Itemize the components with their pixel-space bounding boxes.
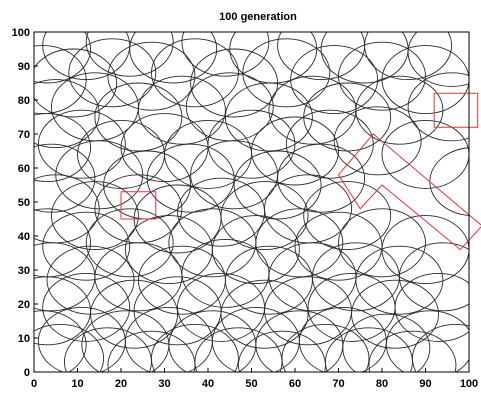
x-tick-label: 80: [376, 378, 388, 390]
coverage-circle: [277, 143, 366, 213]
coverage-circle: [137, 75, 226, 145]
obstacle-rectangle: [433, 92, 479, 128]
y-tick-label: 70: [18, 129, 30, 141]
y-axis: 0 10 20 30 40 50 60 70 80 90 100: [12, 27, 38, 379]
coverage-circle: [151, 323, 239, 372]
coverage-circle: [285, 109, 374, 179]
coverage-circle: [381, 45, 469, 115]
coverage-circle: [407, 32, 469, 87]
obstacle-polygon: [337, 133, 481, 251]
y-tick-label: 60: [18, 163, 30, 175]
coverage-circle: [368, 330, 457, 372]
coverage-circle: [85, 32, 174, 77]
coverage-circle: [37, 109, 126, 179]
coverage-circle: [303, 181, 392, 251]
coverage-circle: [150, 38, 239, 108]
coverage-circle: [34, 113, 91, 183]
coverage-circle: [351, 279, 439, 349]
coverage-circle: [385, 310, 469, 372]
plot-area: [34, 32, 481, 372]
y-tick-label: 20: [18, 299, 30, 311]
x-tick-label: 10: [71, 378, 83, 390]
x-tick-label: 0: [31, 378, 37, 390]
x-tick-label: 20: [115, 378, 127, 390]
obstacles-layer: [120, 92, 481, 251]
x-tick-label: 100: [460, 378, 478, 390]
x-tick-label: 70: [332, 378, 344, 390]
coverage-circle: [398, 242, 469, 312]
circles-layer: [34, 32, 469, 372]
coverage-circle: [412, 323, 469, 372]
coverage-circle: [129, 32, 218, 84]
coverage-circle: [94, 82, 183, 152]
coverage-circle: [338, 41, 426, 111]
x-tick-label: 50: [245, 378, 257, 390]
coverage-circle: [34, 310, 87, 372]
y-tick-label: 90: [18, 61, 30, 73]
coverage-circle: [34, 48, 118, 118]
coverage-circle: [407, 72, 469, 142]
coverage-circle: [355, 75, 444, 145]
coverage-circle: [242, 38, 331, 108]
coverage-circle: [85, 208, 174, 278]
coverage-circle: [50, 181, 139, 251]
coverage-circle: [190, 48, 279, 118]
coverage-circle: [90, 279, 179, 349]
coverage-circle: [107, 41, 196, 111]
coverage-circle: [251, 116, 339, 186]
coverage-circle: [34, 79, 100, 149]
obstacle-rectangle: [120, 191, 157, 220]
coverage-circle: [342, 313, 431, 372]
coverage-circle: [281, 323, 370, 372]
coverage-circle: [220, 279, 309, 349]
coverage-circle: [211, 215, 300, 285]
coverage-circle: [333, 106, 422, 176]
coverage-circle: [146, 143, 235, 213]
coverage-circle: [290, 45, 379, 115]
chart-title: 100 generation: [219, 11, 297, 23]
y-tick-label: 10: [18, 333, 30, 345]
y-tick-label: 80: [18, 95, 30, 107]
coverage-circle: [181, 32, 270, 77]
x-tick-label: 40: [202, 378, 214, 390]
y-tick-label: 30: [18, 265, 30, 277]
x-tick-label: 30: [158, 378, 170, 390]
coverage-circle: [68, 38, 157, 108]
y-tick-label: 50: [18, 197, 30, 209]
coverage-circle: [255, 208, 344, 278]
coverage-circle: [42, 211, 131, 281]
coverage-circle: [364, 32, 453, 81]
x-axis: 0 10 20 30 40 50 60 70 80 90 100: [31, 368, 478, 390]
coverage-circle: [355, 245, 444, 315]
y-tick-label: 40: [18, 231, 30, 243]
coverage-circle: [338, 208, 426, 278]
coverage-circle: [34, 323, 105, 372]
y-tick-label: 100: [12, 27, 30, 39]
coverage-circle: [207, 109, 296, 179]
x-tick-label: 60: [289, 378, 301, 390]
x-tick-label: 90: [419, 378, 431, 390]
coverage-circle: [381, 119, 469, 189]
coverage-circle: [34, 32, 91, 84]
coverage-circle: [394, 272, 469, 342]
coverage-circle: [220, 181, 309, 251]
coverage-circle: [233, 150, 322, 220]
y-tick-label: 0: [24, 367, 30, 379]
